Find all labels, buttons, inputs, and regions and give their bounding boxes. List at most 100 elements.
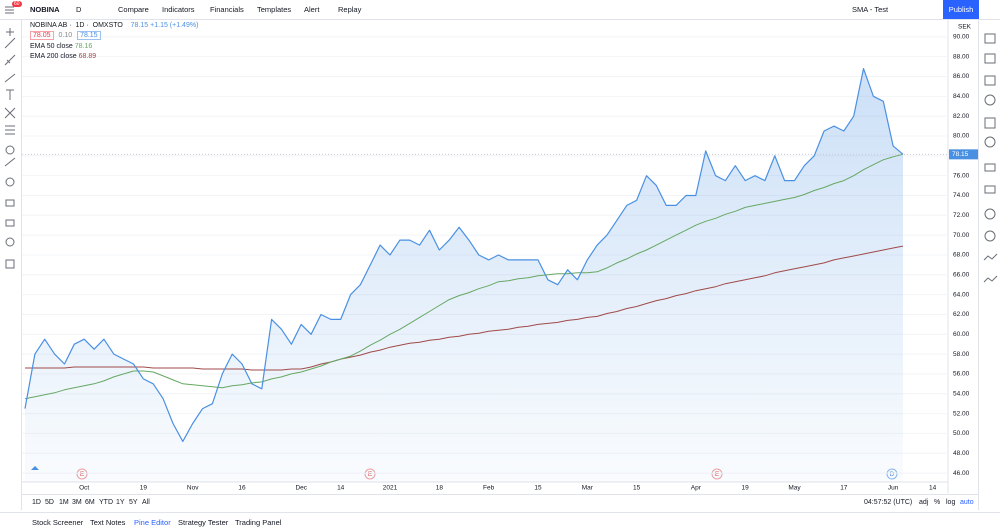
- legend-spread: 0.10: [58, 32, 73, 39]
- range-button[interactable]: 1D: [32, 499, 41, 506]
- y-tick-label: 70.00: [953, 232, 970, 239]
- x-tick-label: Apr: [691, 485, 702, 492]
- bottom-tabs: Stock Screener Text Notes Pine Editor St…: [0, 512, 1000, 532]
- y-tick-label: 52.00: [953, 410, 970, 417]
- toolbar-button[interactable]: Financials: [210, 5, 244, 14]
- y-tick-label: 64.00: [953, 291, 970, 298]
- y-tick-label: 62.00: [953, 311, 970, 318]
- y-tick-label: 68.00: [953, 252, 970, 259]
- tab[interactable]: Text Notes: [90, 518, 126, 527]
- drawing-toolbar: [0, 20, 22, 510]
- range-button[interactable]: 1Y: [116, 499, 125, 506]
- badge: 60: [12, 1, 22, 7]
- scale-option[interactable]: %: [934, 499, 941, 506]
- x-tick-label: 14: [337, 485, 345, 492]
- series-line: [25, 245, 904, 371]
- y-tick-label: 66.00: [953, 272, 970, 279]
- toolbar-button[interactable]: Templates: [257, 5, 292, 14]
- x-tick-label: 15: [534, 485, 542, 492]
- x-tick-label: 14: [929, 485, 937, 492]
- y-tick-label: 50.00: [953, 430, 970, 437]
- y-tick-label: 60.00: [953, 331, 970, 338]
- x-tick-label: Dec: [295, 485, 307, 492]
- range-button[interactable]: 1M: [59, 499, 69, 506]
- x-tick-label: 16: [238, 485, 246, 492]
- x-tick-label: Oct: [79, 485, 89, 492]
- interval[interactable]: D: [76, 5, 82, 14]
- legend-series-value: 78.16: [74, 43, 93, 50]
- y-tick-label: 82.00: [953, 113, 970, 120]
- range-button[interactable]: 3M: [72, 499, 82, 506]
- y-tick-label: 46.00: [953, 470, 970, 477]
- x-tick-label: Jun: [888, 485, 899, 492]
- publish-button[interactable]: Publish: [943, 0, 979, 19]
- scale-option[interactable]: auto: [960, 499, 974, 506]
- range-button[interactable]: 5Y: [129, 499, 138, 506]
- legend-series-name: EMA 50 close: [30, 43, 73, 50]
- tab[interactable]: Pine Editor: [134, 518, 171, 527]
- y-tick-label: 88.00: [953, 53, 970, 60]
- legend: NOBINA AB · 1D · OMXSTO 78.15 +1.15 (+1.…: [30, 22, 198, 60]
- y-tick-label: 84.00: [953, 93, 970, 100]
- y-tick-label: 58.00: [953, 351, 970, 358]
- tab[interactable]: Stock Screener: [32, 518, 84, 527]
- range-bar: 1D 5D 1M 3M 6M YTD 1Y 5Y All 04:57:52 (U…: [22, 494, 978, 511]
- y-tick-label: 90.00: [953, 34, 970, 41]
- legend-quote: 78.05 0.10 78.15: [30, 31, 198, 40]
- series-line: [24, 153, 904, 400]
- plot: 46.00 48.00 50.00 52.00 54.00 56.00 58.00 60.00…: [22, 34, 978, 492]
- price-area: [25, 68, 903, 482]
- legend-bid: 78.05: [30, 31, 54, 40]
- y-tick-label: 48.00: [953, 450, 970, 457]
- toolbar-button[interactable]: Compare: [118, 5, 149, 14]
- legend-interval: 1D: [75, 22, 85, 29]
- toolbar-button[interactable]: Alert: [304, 5, 320, 14]
- x-tick-label: 19: [742, 485, 750, 492]
- right-sidebar: [978, 20, 1000, 510]
- range-button[interactable]: 6M: [85, 499, 95, 506]
- layout-name[interactable]: SMA - Test: [852, 5, 889, 14]
- price-label-bg: [949, 149, 978, 160]
- y-tick-label: 80.00: [953, 133, 970, 140]
- range-button[interactable]: YTD: [99, 499, 113, 506]
- y-tick-label: 76.00: [953, 172, 970, 179]
- x-tick-label: 18: [436, 485, 444, 492]
- price-label: 78.15: [952, 151, 969, 158]
- top-toolbar: 60 NOBINA D Compare Indicators Financial…: [0, 0, 1000, 20]
- toolbar-button[interactable]: Indicators: [162, 5, 195, 14]
- drawing-icons: [4, 28, 16, 269]
- legend-symbol: NOBINA AB: [30, 22, 68, 29]
- y-tick-label: 56.00: [953, 371, 970, 378]
- symbol[interactable]: NOBINA: [30, 5, 60, 14]
- range-button[interactable]: All: [142, 499, 150, 506]
- scale-option[interactable]: log: [946, 499, 956, 506]
- range-button[interactable]: 5D: [45, 499, 54, 506]
- x-tick-label: Feb: [483, 485, 495, 492]
- x-tick-label: 19: [140, 485, 148, 492]
- x-tick-label: Nov: [187, 485, 199, 492]
- tab[interactable]: Strategy Tester: [178, 518, 229, 527]
- series-line: [24, 68, 904, 442]
- y-tick-label: 72.00: [953, 212, 970, 219]
- x-tick-label: 17: [840, 485, 848, 492]
- y-tick-label: 86.00: [953, 73, 970, 80]
- tab[interactable]: Trading Panel: [235, 518, 282, 527]
- scale-option[interactable]: adj: [919, 499, 929, 506]
- currency: SEK: [958, 24, 972, 31]
- legend-ask: 78.15: [77, 31, 101, 40]
- legend-change: +1.15 (+1.49%): [150, 22, 199, 29]
- toolbar-button[interactable]: Replay: [338, 5, 362, 14]
- legend-exchange: OMXSTO: [92, 22, 123, 29]
- y-tick-label: 54.00: [953, 390, 970, 397]
- x-tick-label: 15: [633, 485, 641, 492]
- legend-ema50: EMA 50 close 78.16: [30, 43, 198, 50]
- clock: 04:57:52 (UTC): [864, 499, 913, 506]
- legend-ema200: EMA 200 close 68.89: [30, 53, 198, 60]
- sidebar-icons: [983, 33, 998, 283]
- x-tick-label: May: [788, 485, 801, 492]
- y-tick-label: 74.00: [953, 192, 970, 199]
- legend-series-name: EMA 200 close: [30, 53, 77, 60]
- menu-icon[interactable]: [4, 4, 16, 16]
